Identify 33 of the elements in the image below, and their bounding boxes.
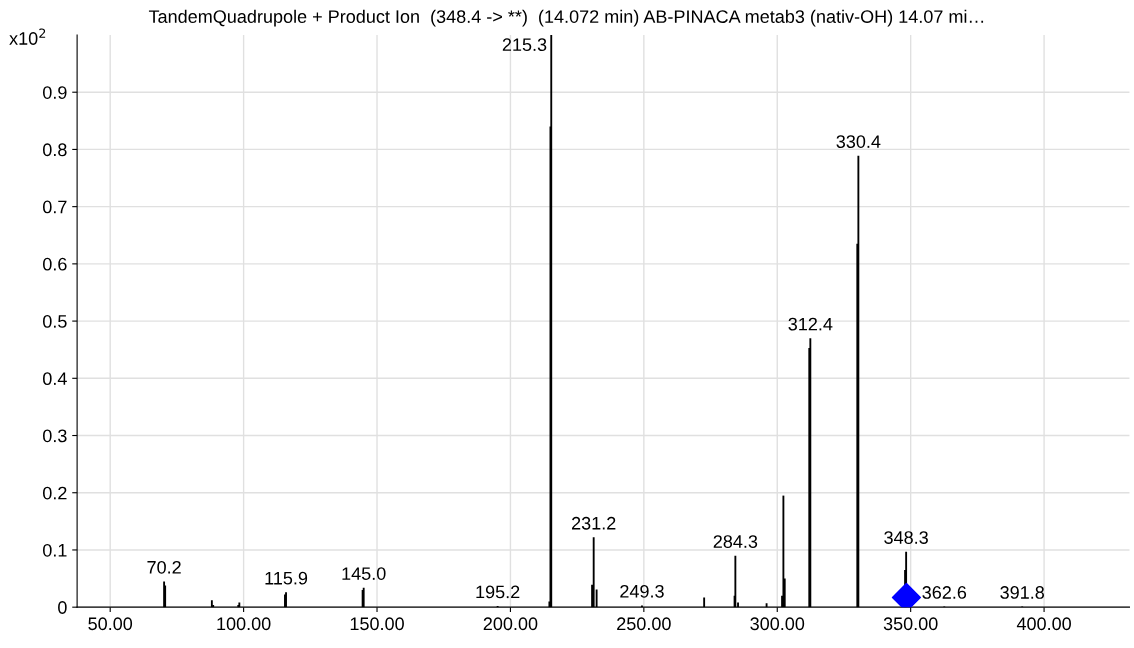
x-tick-label: 50.00 xyxy=(88,617,133,631)
annotation: 284.3 xyxy=(713,535,758,548)
y-tick-label: 0.2 xyxy=(43,486,67,500)
y-tick-label: 0.1 xyxy=(43,543,67,557)
chart-title: TandemQuadrupole + Product Ion (348.4 -> **) (14.072 min) AB-PINACA metab3 (nativ-OH) 14.07 mi… xyxy=(148,9,984,27)
annotation: 115.9 xyxy=(265,571,308,585)
annotation: 70.2 xyxy=(147,560,181,574)
x-tick-label: 400.00 xyxy=(1016,617,1071,631)
x-tick-label: 250.00 xyxy=(617,617,671,631)
y-tick-label: 0 xyxy=(58,601,67,614)
y-tick-label: 0.6 xyxy=(43,257,67,271)
y-axis-title: x10$^{2}$ xyxy=(9,28,46,45)
annotation: 145.0 xyxy=(342,567,386,580)
annotation: 215.3 xyxy=(502,38,547,52)
x-tick-label: 300.00 xyxy=(750,617,805,631)
annotation: 312.4 xyxy=(788,317,833,331)
y-tick-label: 0.3 xyxy=(43,429,67,443)
annotation: 249.3 xyxy=(620,584,664,598)
annotation: 195.2 xyxy=(476,585,520,599)
y-tick-label: 0.5 xyxy=(43,315,67,328)
y-tick-label: 0.4 xyxy=(43,372,67,386)
annotation: 330.4 xyxy=(836,135,881,148)
annotation: 362.6 xyxy=(922,586,967,599)
x-tick-label: 150.00 xyxy=(350,617,404,631)
annotation: 231.2 xyxy=(572,516,616,530)
x-tick-label: 100.00 xyxy=(217,617,271,631)
x-tick-label: 350.00 xyxy=(883,617,938,631)
y-tick-label: 0.8 xyxy=(43,143,67,157)
y-tick-label: 0.9 xyxy=(43,86,67,99)
x-tick-label: 200.00 xyxy=(483,617,538,631)
annotation: 348.3 xyxy=(884,531,928,544)
annotation: 391.8 xyxy=(1000,586,1045,599)
y-tick-label: 0.7 xyxy=(43,200,67,214)
